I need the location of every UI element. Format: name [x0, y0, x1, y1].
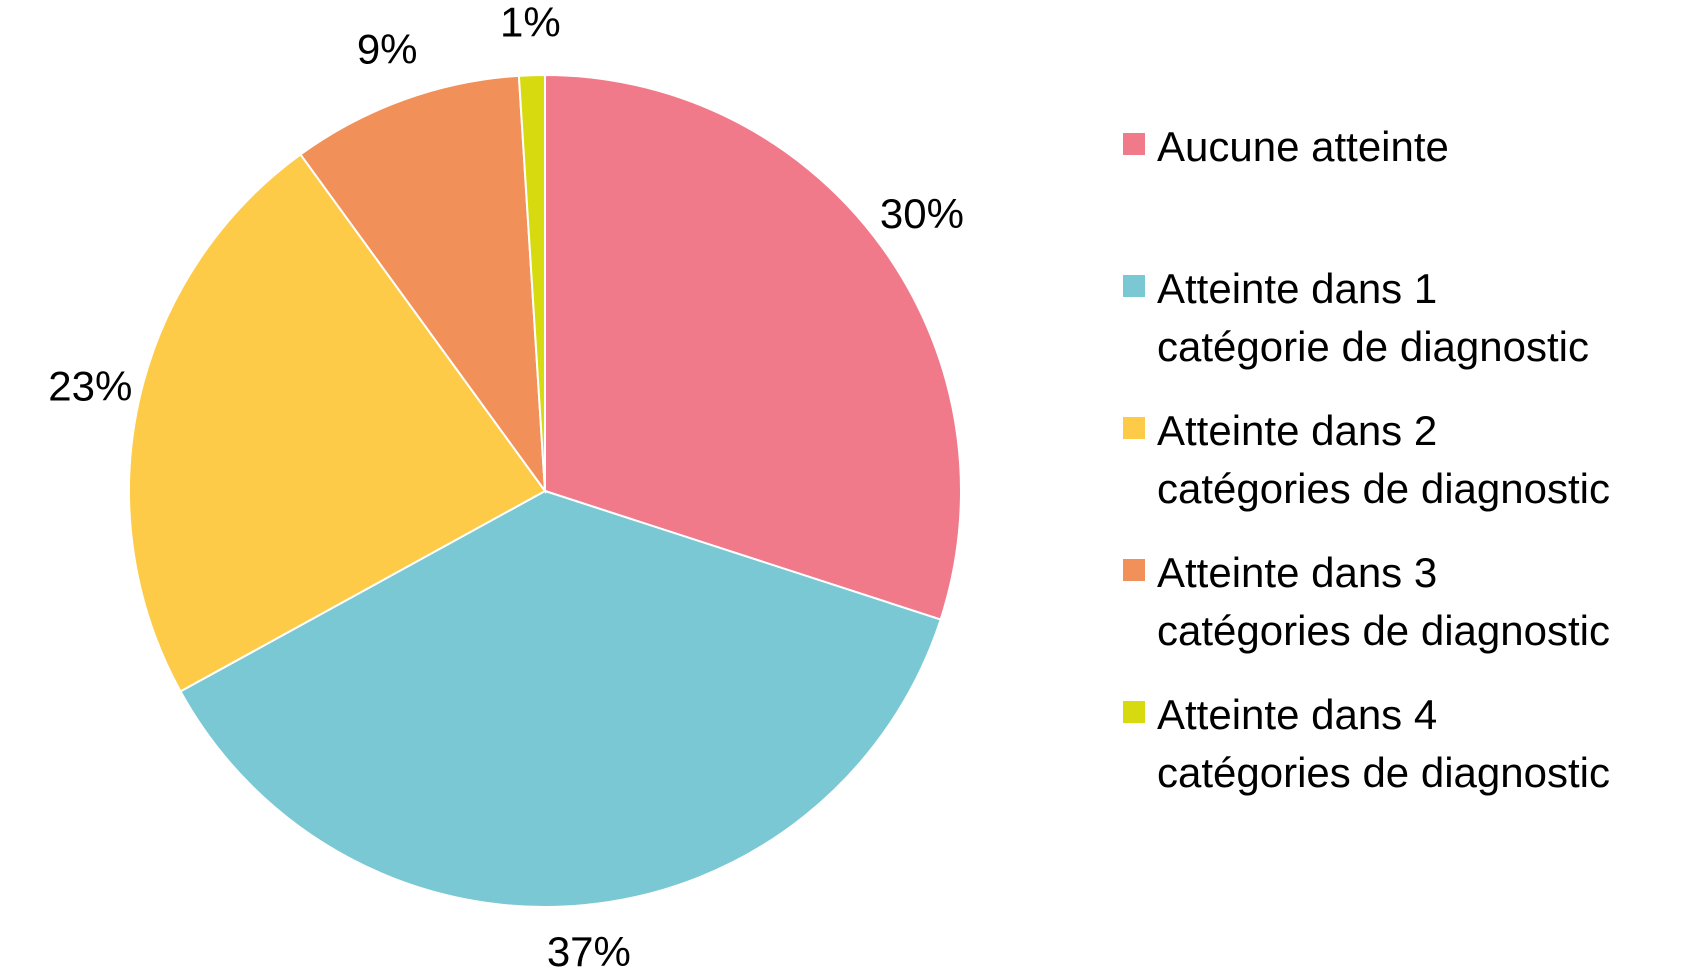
legend-swatch: [1123, 133, 1145, 155]
legend-label: Atteinte dans 3 catégories de diagnostic: [1157, 549, 1610, 654]
pie-slice: [299, 74, 547, 495]
value-label: 23%: [48, 362, 132, 409]
legend-label: Atteinte dans 4 catégories de diagnostic: [1157, 691, 1610, 796]
legend-entry: Atteinte dans 2 catégories de diagnostic: [1123, 402, 1610, 544]
value-label: 1%: [500, 0, 561, 45]
pie-slice: [179, 489, 942, 908]
pie-slice: [544, 73, 962, 621]
legend-entry: Atteinte dans 3 catégories de diagnostic: [1123, 544, 1610, 686]
value-label: 9%: [357, 26, 418, 73]
legend-label: Atteinte dans 2 catégories de diagnostic: [1157, 407, 1610, 512]
legend-label: Atteinte dans 1 catégorie de diagnostic: [1157, 265, 1589, 370]
legend-entry: Aucune atteinte: [1123, 118, 1610, 260]
pie-slice: [517, 73, 546, 492]
legend: Aucune atteinte Atteinte dans 1 catégorie…: [1123, 118, 1610, 828]
legend-entry: Atteinte dans 1 catégorie de diagnostic: [1123, 260, 1610, 402]
value-label: 30%: [880, 190, 964, 237]
legend-swatch: [1123, 701, 1145, 723]
pie-slice: [128, 153, 547, 693]
legend-swatch: [1123, 275, 1145, 297]
legend-entry: Atteinte dans 4 catégories de diagnostic: [1123, 686, 1610, 828]
legend-swatch: [1123, 417, 1145, 439]
legend-label: Aucune atteinte: [1157, 123, 1449, 170]
value-label: 37%: [547, 928, 631, 975]
legend-swatch: [1123, 559, 1145, 581]
